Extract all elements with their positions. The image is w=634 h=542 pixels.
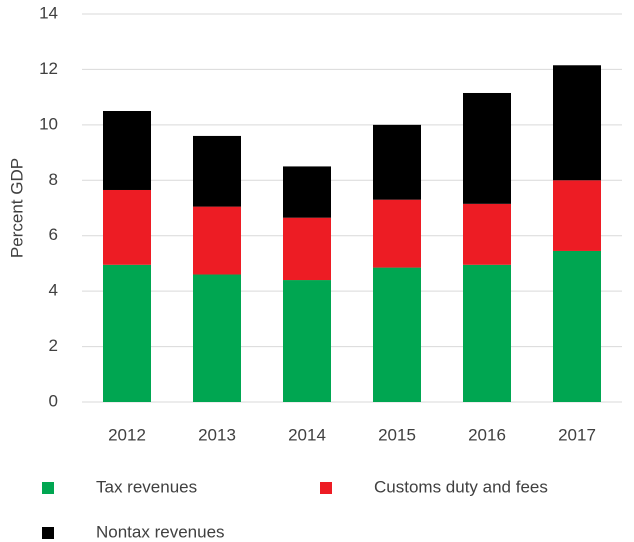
x-tick-label: 2017: [558, 425, 596, 444]
legend-label: Nontax revenues: [96, 522, 225, 541]
bar-segment: [283, 166, 331, 218]
bar-segment: [553, 180, 601, 251]
bar-segment: [193, 135, 241, 207]
bar-segment: [283, 280, 331, 402]
bar-segment: [373, 124, 421, 200]
y-tick-label: 6: [49, 225, 58, 244]
bar-segment: [193, 274, 241, 402]
bar-segment: [463, 92, 511, 204]
y-axis-label: Percent GDP: [7, 158, 26, 258]
y-tick-label: 12: [39, 59, 58, 78]
y-tick-label: 0: [49, 391, 58, 410]
bar-segment: [373, 267, 421, 402]
bar-segment: [463, 264, 511, 402]
bar-segment: [553, 65, 601, 181]
y-tick-label: 10: [39, 114, 58, 133]
bar-segment: [193, 206, 241, 275]
legend-label: Customs duty and fees: [374, 477, 548, 496]
y-tick-label: 14: [39, 3, 58, 22]
x-tick-label: 2016: [468, 425, 506, 444]
x-tick-label: 2015: [378, 425, 416, 444]
y-tick-label: 4: [49, 281, 58, 300]
bar-segment: [283, 217, 331, 281]
bar-segment: [103, 264, 151, 402]
legend-swatch: [42, 482, 54, 494]
legend-swatch: [42, 527, 54, 539]
bar-segment: [103, 111, 151, 190]
legend-swatch: [320, 482, 332, 494]
y-tick-label: 8: [49, 170, 58, 189]
x-tick-label: 2012: [108, 425, 146, 444]
y-tick-label: 2: [49, 336, 58, 355]
bar-segment: [103, 189, 151, 265]
x-tick-label: 2013: [198, 425, 236, 444]
legend-label: Tax revenues: [96, 477, 197, 496]
bar-segment: [553, 250, 601, 402]
x-tick-label: 2014: [288, 425, 326, 444]
bar-segment: [373, 199, 421, 268]
bar-segment: [463, 203, 511, 265]
